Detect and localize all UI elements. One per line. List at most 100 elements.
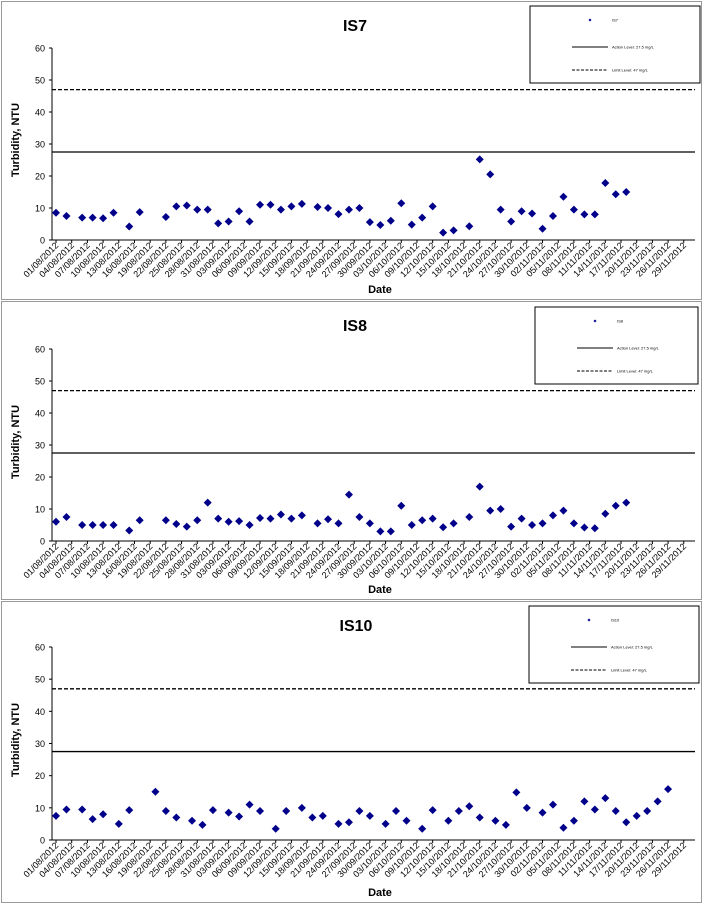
data-point-marker	[454, 807, 463, 816]
y-tick-label: 30	[35, 739, 45, 749]
chart-title: IS7	[343, 18, 367, 35]
data-point-marker	[318, 811, 327, 820]
data-point-marker	[88, 521, 97, 529]
data-point-marker	[559, 823, 568, 832]
chart-is7: IS7010203040506001/08/201204/08/201207/0…	[10, 5, 701, 296]
data-point-marker	[193, 516, 202, 525]
data-point-marker	[365, 519, 374, 528]
data-point-marker	[386, 527, 395, 536]
data-point-marker	[276, 205, 285, 214]
data-point-marker	[522, 803, 531, 812]
data-point-marker	[397, 501, 406, 510]
data-point-marker	[245, 217, 254, 226]
data-point-marker	[135, 516, 144, 525]
data-point-marker	[590, 210, 599, 219]
data-point-marker	[548, 511, 557, 520]
y-tick-label: 40	[35, 409, 45, 419]
data-point-marker	[559, 506, 568, 515]
data-point-marker	[355, 204, 364, 212]
data-point-marker	[475, 155, 484, 164]
data-point-marker	[465, 802, 474, 811]
data-point-marker	[172, 520, 181, 529]
data-point-marker	[266, 200, 275, 209]
x-axis-label: Date	[368, 284, 392, 296]
data-point-marker	[313, 519, 322, 528]
data-point-marker	[528, 521, 537, 529]
data-point-marker	[297, 803, 306, 812]
data-point-marker	[590, 524, 599, 533]
data-point-marker	[365, 811, 374, 820]
data-point-marker	[664, 785, 673, 794]
data-point-marker	[622, 188, 631, 196]
data-point-marker	[475, 482, 484, 491]
data-point-marker	[496, 205, 505, 214]
y-tick-label: 50	[35, 675, 45, 685]
data-point-marker	[78, 521, 87, 529]
data-point-marker	[297, 199, 306, 208]
legend-marker-icon	[593, 319, 597, 323]
data-point-marker	[271, 824, 280, 833]
data-point-marker	[161, 807, 170, 816]
data-point-marker	[632, 811, 641, 820]
data-point-marker	[52, 208, 60, 217]
data-point-marker	[125, 222, 134, 231]
data-point-marker	[365, 218, 374, 227]
data-point-marker	[214, 219, 223, 228]
chart-panel-is7: IS7 0 10 20 30 40 50 60 01/08/2012 04/08/2012 07/0…	[1, 1, 702, 300]
y-tick-label: 30	[35, 140, 45, 150]
data-point-marker	[548, 212, 557, 220]
data-point-marker	[99, 810, 108, 819]
data-point-marker	[601, 509, 610, 518]
y-tick-label: 10	[35, 803, 45, 813]
data-point-marker	[334, 519, 343, 528]
data-point-marker	[548, 800, 557, 809]
y-tick-label: 20	[35, 473, 45, 483]
chart-panel-is8: IS8 0 10 20 30 40 50 60 01/08/2012 04/08/2012 07/0…	[1, 301, 702, 600]
data-point-marker	[580, 523, 589, 532]
data-point-marker	[266, 514, 275, 523]
data-point-marker	[208, 806, 217, 815]
data-point-marker	[465, 513, 474, 521]
y-tick-label: 30	[35, 441, 45, 451]
legend-label: Action Level: 27.5 mg/L	[617, 346, 660, 351]
chart-panel-is10: IS10 0 10 20 30 40 50 60 01/08/2012 04/08/2012 07/…	[1, 601, 702, 903]
y-tick-label: 0	[40, 537, 45, 547]
data-point-marker	[449, 519, 458, 528]
data-point-marker	[256, 807, 265, 816]
data-point-marker	[569, 519, 578, 528]
data-point-marker	[580, 210, 589, 219]
data-point-marker	[622, 818, 631, 827]
data-point-marker	[334, 210, 343, 219]
y-tick-label: 50	[35, 76, 45, 86]
legend-label: Limit Level: 47 mg/L	[612, 68, 649, 73]
legend-label: Action Level: 27.5 mg/L	[612, 45, 655, 50]
y-tick-label: 50	[35, 377, 45, 387]
data-point-marker	[52, 517, 60, 526]
data-point-marker	[517, 514, 526, 523]
data-point-marker	[214, 514, 223, 523]
data-point-marker	[324, 204, 333, 212]
legend-label: Action Level: 27.5 mg/L	[611, 645, 654, 650]
data-point-marker	[282, 807, 291, 816]
data-point-marker	[235, 517, 244, 526]
data-point-marker	[344, 818, 353, 827]
data-point-marker	[611, 190, 620, 199]
data-point-marker	[475, 813, 484, 822]
data-point-marker	[486, 170, 495, 179]
y-tick-label: 20	[35, 771, 45, 781]
data-point-marker	[622, 498, 631, 507]
data-point-marker	[287, 514, 296, 523]
data-point-marker	[601, 794, 610, 803]
data-point-marker	[449, 226, 458, 235]
data-point-marker	[198, 820, 207, 829]
data-point-marker	[324, 515, 333, 524]
data-point-marker	[444, 816, 453, 825]
data-point-marker	[172, 813, 181, 822]
data-point-marker	[172, 202, 181, 211]
data-point-marker	[590, 805, 599, 814]
data-point-marker	[151, 787, 160, 796]
data-point-marker	[344, 205, 353, 214]
data-point-marker	[439, 228, 448, 237]
data-point-marker	[501, 820, 510, 829]
data-point-marker	[418, 213, 427, 222]
